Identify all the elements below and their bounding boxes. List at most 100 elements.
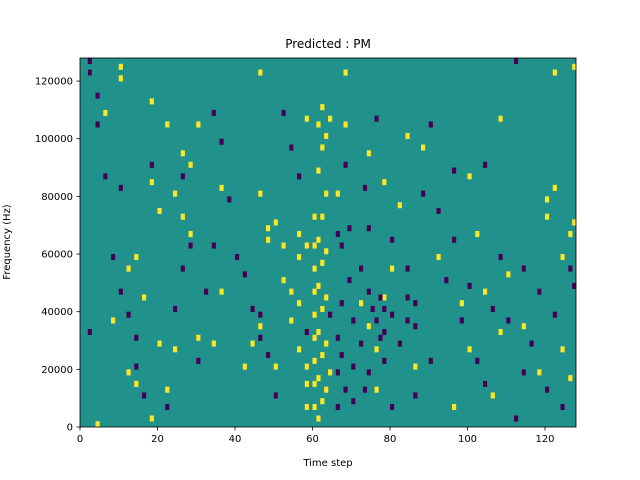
heatmap-cell-high [568,230,573,238]
heatmap-cell-low [335,334,340,341]
heatmap-cell-low [483,161,488,168]
heatmap-cell-low [359,265,364,272]
heatmap-cell-high [118,75,123,82]
heatmap-cell-low [452,167,457,174]
heatmap-cell-high [312,242,317,249]
heatmap-cell-low [142,392,147,399]
heatmap-cell-low [390,311,395,318]
heatmap-cell-high [316,167,321,174]
heatmap-cell-high [320,352,325,359]
heatmap-cell-high [320,259,325,266]
heatmap-cell-low [343,386,348,393]
heatmap-cell-high [273,363,278,370]
x-tick-label: 20 [151,434,164,445]
heatmap-cell-low [211,242,216,249]
heatmap-cell-high [320,213,325,220]
heatmap-cell-low [289,144,294,151]
heatmap-cell-high [560,254,565,261]
x-tick-label: 120 [535,434,554,445]
heatmap-cell-high [475,230,480,238]
heatmap-cell-high [126,369,131,376]
plot-area [79,57,577,428]
heatmap-cell-high [219,184,224,191]
heatmap-cell-high [324,294,329,301]
heatmap-cell-low [529,340,534,347]
y-axis: 0 20000 40000 60000 80000 100000 120000 [35,77,80,434]
heatmap-cell-low [459,317,464,324]
heatmap-cell-low [165,403,170,411]
heatmap-cell-low [382,305,387,312]
heatmap-cell-low [378,294,383,301]
heatmap-cell-low [390,403,395,411]
heatmap-cell-low [382,357,387,364]
heatmap-cell-high [316,236,321,243]
heatmap-cell-low [362,386,368,393]
heatmap-cell-low [103,173,108,180]
heatmap-cell-low [297,173,302,180]
heatmap-cell-low [266,352,271,359]
heatmap-cell-high [95,421,100,428]
heatmap-cell-low [335,403,340,411]
y-tick-label: 20000 [41,365,73,376]
x-tick-label: 40 [229,434,242,445]
heatmap-cell-high [359,300,364,307]
heatmap-cell-high [320,104,325,111]
heatmap-cell-high [289,317,294,324]
heatmap-cell-high [180,150,185,157]
heatmap-cell-low [180,265,185,272]
heatmap-cell-high [188,230,193,238]
heatmap-cell-high [316,121,321,128]
heatmap-cell-high [297,346,302,353]
heatmap-cell-high [118,63,123,70]
y-axis-label: Frequency (Hz) [2,204,13,280]
heatmap-cell-high [312,380,317,387]
heatmap-cell-high [312,403,317,411]
heatmap-cell-high [149,179,154,186]
heatmap-cell-low [413,323,418,330]
heatmap-cell-low [467,282,472,289]
y-tick-label: 80000 [41,192,73,203]
heatmap-cell-low [413,392,418,399]
heatmap-cell-high [304,403,309,411]
heatmap-cell-high [413,363,418,370]
heatmap-cell-high [343,69,348,76]
heatmap-cell-low [359,340,364,347]
heatmap-cell-high [545,213,550,220]
heatmap-cell-high [316,375,321,382]
heatmap-cell-high [304,242,309,249]
heatmap-cell-high [266,225,271,232]
heatmap-cell-low [366,225,371,232]
heatmap-cell-low [537,288,542,295]
y-tick-label: 120000 [35,77,73,88]
heatmap-cell-high [149,415,154,422]
heatmap-cell-low [134,363,139,370]
heatmap-cell-low [339,352,344,359]
heatmap-cell-low [339,242,344,249]
x-axis-label: Time step [302,458,352,469]
heatmap-cell-low [490,305,495,312]
heatmap-cell-high [521,323,526,330]
heatmap-cell-high [250,340,255,347]
heatmap-cell-high [312,311,317,318]
heatmap-cell-low [382,328,387,336]
heatmap-cell-high [173,190,178,197]
heatmap-cell-high [211,340,216,347]
y-tick-label: 40000 [41,307,73,318]
heatmap-cell-low [545,386,550,393]
y-tick-label: 100000 [35,134,73,145]
plot-frame [79,57,577,428]
x-tick-label: 0 [77,434,83,445]
heatmap-cell-low [304,328,309,336]
heatmap-cell-high [552,184,557,191]
heatmap-cell-high [281,242,286,249]
heatmap-cell-low [347,277,352,284]
heatmap-cell-high [297,300,302,307]
heatmap-cell-high [242,363,247,370]
heatmap-cell-low [572,282,577,289]
heatmap-cell-low [428,357,433,364]
heatmap-cell-high [142,294,147,301]
heatmap-cell-low [521,265,526,272]
heatmap-cell-low [126,311,131,318]
heatmap-cell-high [545,196,550,203]
x-tick-label: 80 [384,434,397,445]
